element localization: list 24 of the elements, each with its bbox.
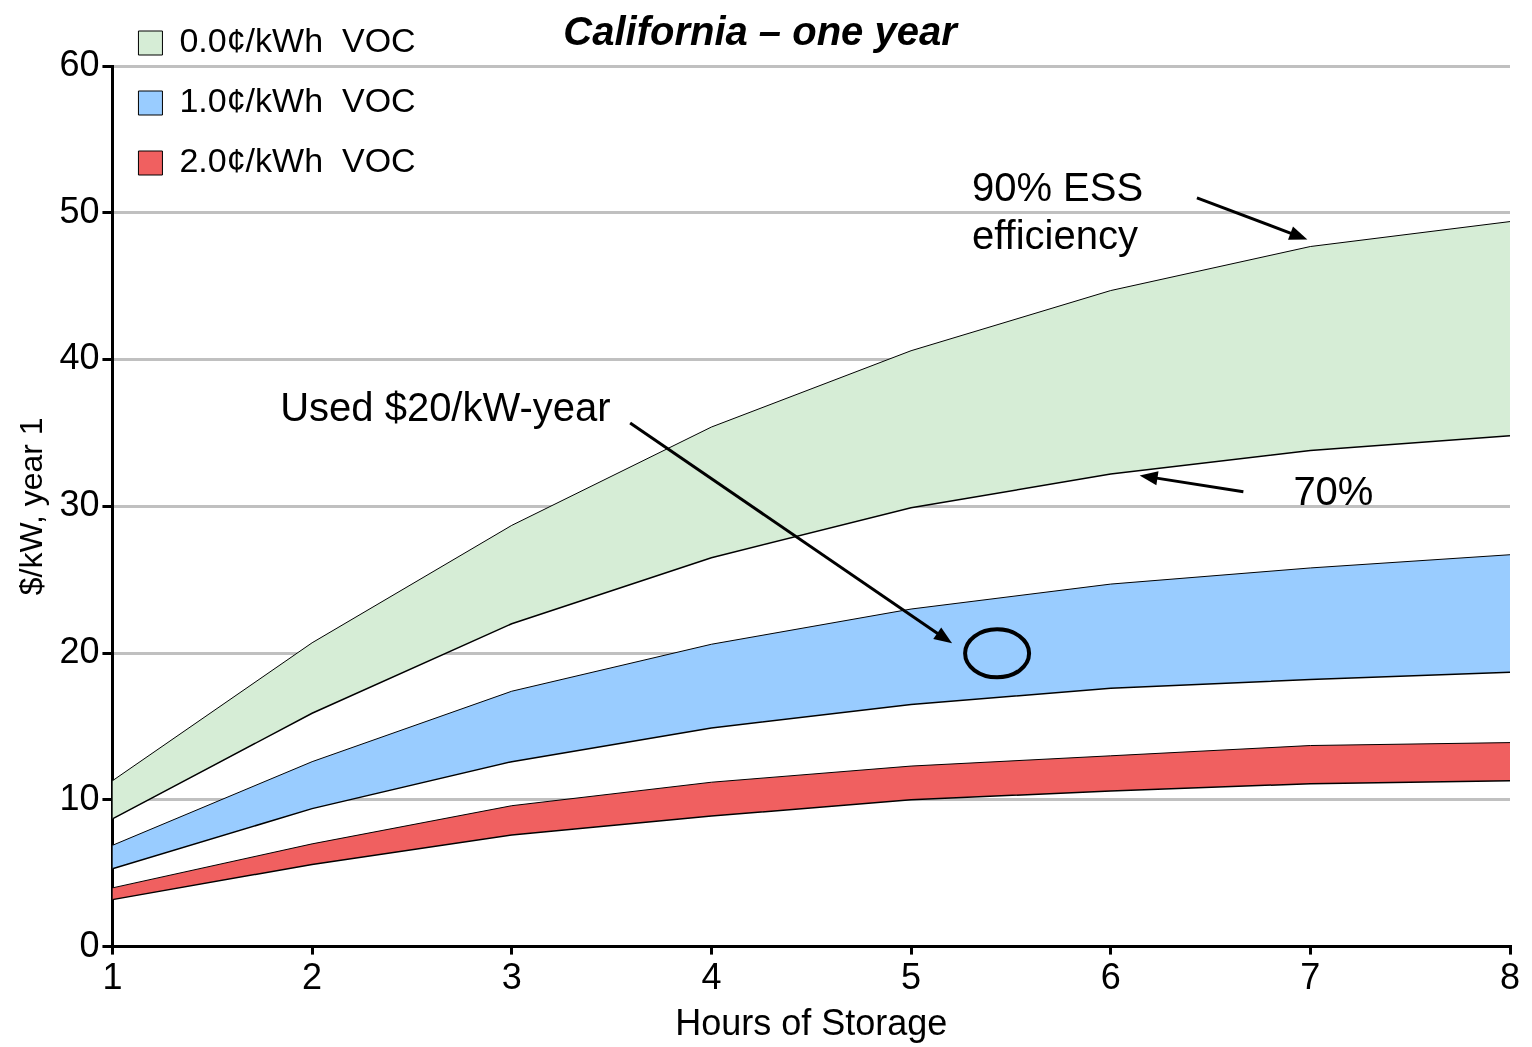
y-tick-label: 20 xyxy=(59,629,100,671)
x-tick-label: 7 xyxy=(1300,956,1321,998)
x-tick-label: 5 xyxy=(901,956,922,998)
legend-label: 2.0¢/kWh VOC xyxy=(179,141,416,180)
legend-label: 0.0¢/kWh VOC xyxy=(179,21,416,60)
legend-label: 1.0¢/kWh VOC xyxy=(179,81,416,120)
annotation: 90% ESS efficiency xyxy=(971,163,1145,259)
x-axis-title: Hours of Storage xyxy=(675,1002,948,1044)
chart-title: California – one year xyxy=(563,9,960,54)
y-tick-label: 40 xyxy=(59,336,100,378)
y-axis-title: $/kW, year 1 xyxy=(13,417,50,596)
y-tick-label: 30 xyxy=(59,483,100,525)
y-tick-label: 60 xyxy=(59,42,100,84)
x-tick-label: 1 xyxy=(102,956,123,998)
y-tick-label: 0 xyxy=(79,923,100,965)
y-tick-label: 10 xyxy=(59,776,100,818)
x-tick-label: 4 xyxy=(701,956,722,998)
x-tick-label: 8 xyxy=(1499,956,1521,998)
annotation: Used $20/kW-year xyxy=(280,384,611,431)
y-tick-label: 50 xyxy=(59,189,100,231)
x-tick-label: 2 xyxy=(302,956,323,998)
x-tick-label: 6 xyxy=(1100,956,1121,998)
x-tick-label: 3 xyxy=(501,956,522,998)
annotation: 70% xyxy=(1293,467,1374,515)
